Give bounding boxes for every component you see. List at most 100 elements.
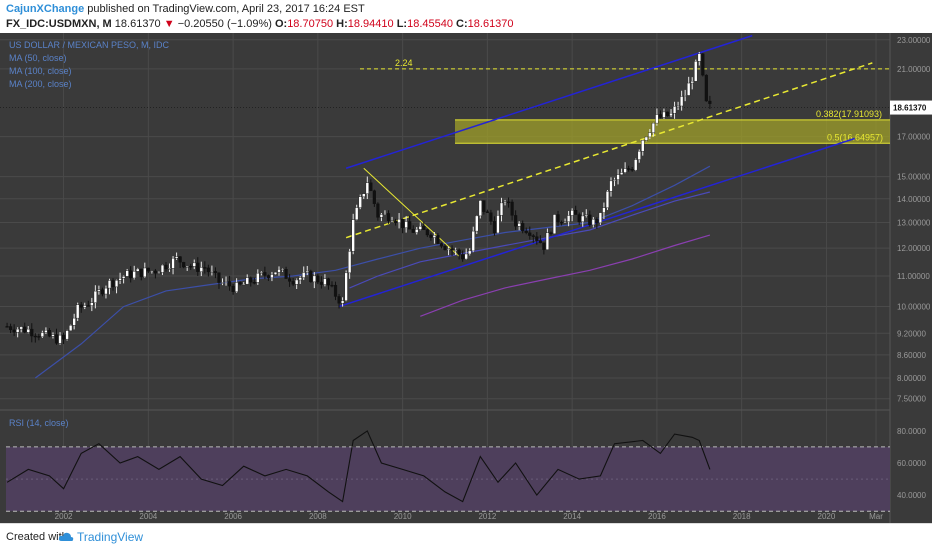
candle xyxy=(401,218,405,228)
rsi-pane xyxy=(6,430,890,512)
candle xyxy=(139,268,143,278)
candle xyxy=(648,132,652,138)
candle xyxy=(76,304,80,319)
candle xyxy=(672,106,677,114)
candle xyxy=(644,136,648,141)
candle xyxy=(291,281,295,285)
candle xyxy=(47,329,52,337)
candle xyxy=(288,278,292,282)
candle xyxy=(312,275,316,283)
candle xyxy=(210,271,214,273)
candle xyxy=(61,334,66,340)
candle xyxy=(224,281,228,283)
candle xyxy=(704,74,708,102)
candle xyxy=(627,168,631,170)
created-with-label: Created with xyxy=(6,531,68,543)
candle xyxy=(40,332,44,337)
candle xyxy=(605,191,610,209)
candle xyxy=(510,201,514,216)
y-tick-label: 12.00000 xyxy=(897,244,931,253)
x-tick-label: 2012 xyxy=(478,512,496,521)
published-text: published on TradingView.com, April 23, … xyxy=(87,3,365,15)
candle xyxy=(408,221,412,230)
candle xyxy=(584,214,588,217)
candle xyxy=(185,266,189,268)
candle xyxy=(164,264,168,270)
candle xyxy=(386,213,391,222)
candle xyxy=(687,82,691,96)
candle xyxy=(118,278,122,281)
candle xyxy=(432,235,437,238)
legend-ma200: MA (200, close) xyxy=(9,79,72,89)
fib-label-05: 0.5(16.64957) xyxy=(827,132,883,142)
candle xyxy=(5,326,9,328)
candle xyxy=(563,221,567,223)
candle xyxy=(694,61,698,82)
candle xyxy=(107,280,112,289)
symbol-label: FX_IDC:USDMXN, M xyxy=(6,18,112,30)
candle xyxy=(365,182,369,194)
candle xyxy=(23,326,27,333)
candle xyxy=(263,272,267,276)
candle xyxy=(538,240,542,243)
candle xyxy=(54,334,59,344)
candle xyxy=(167,268,172,270)
last-price-tag-label: 18.61370 xyxy=(893,104,927,113)
candle xyxy=(655,114,659,124)
candle xyxy=(351,219,355,252)
candle xyxy=(249,277,253,283)
y-tick-label: 23.00000 xyxy=(897,36,931,45)
candle xyxy=(665,111,670,117)
candle xyxy=(415,229,419,233)
tradingview-brand[interactable]: TradingView xyxy=(58,530,143,544)
candle xyxy=(26,328,30,333)
candle xyxy=(323,278,327,285)
y-tick-label: 11.00000 xyxy=(897,272,930,281)
candle xyxy=(446,248,451,251)
candle xyxy=(231,285,235,292)
low-value: 18.45540 xyxy=(407,18,453,30)
close-value: 18.61370 xyxy=(467,18,514,30)
candle xyxy=(100,289,105,295)
candle xyxy=(65,330,69,340)
high-label: H: xyxy=(336,18,348,30)
channel-midline xyxy=(345,62,873,239)
candle xyxy=(266,275,271,279)
candle xyxy=(72,317,76,326)
candle xyxy=(270,274,274,279)
author-link[interactable]: CajunXChange xyxy=(6,3,85,15)
candle xyxy=(549,232,553,234)
candle xyxy=(83,305,87,308)
candle xyxy=(690,80,694,84)
candle xyxy=(90,302,94,306)
price-chart[interactable]: 0.382(17.91093) 0.5(16.64957) 2.24 7.50000… xyxy=(0,33,932,523)
candle xyxy=(344,272,348,301)
candle xyxy=(235,282,239,292)
axes: 7.50000 8.00000 8.60000 9.20000 10.00000 11.0… xyxy=(55,36,932,521)
candle xyxy=(559,221,564,224)
measure-line xyxy=(363,167,460,257)
candle xyxy=(514,215,518,227)
candle xyxy=(69,325,73,331)
candle xyxy=(577,214,581,223)
y-tick-label: 8.60000 xyxy=(897,351,926,360)
y-tick-label: 15.00000 xyxy=(897,173,931,182)
candle xyxy=(273,271,278,275)
candle xyxy=(252,282,256,284)
candle xyxy=(333,284,338,297)
x-tick-label: 2006 xyxy=(224,512,242,521)
candle xyxy=(429,234,433,238)
candle xyxy=(326,278,331,286)
candle xyxy=(570,210,574,216)
candle xyxy=(461,254,465,260)
cloud-logo-icon xyxy=(58,532,74,541)
candle xyxy=(535,236,539,241)
candle xyxy=(58,334,62,344)
fib-label-0382: 0.382(17.91093) xyxy=(816,109,882,119)
candle xyxy=(153,270,157,274)
candle xyxy=(521,223,525,232)
price-change: −0.20550 (−1.09%) xyxy=(177,18,272,30)
candle xyxy=(104,287,108,295)
candle xyxy=(122,276,126,279)
candle xyxy=(192,262,196,267)
